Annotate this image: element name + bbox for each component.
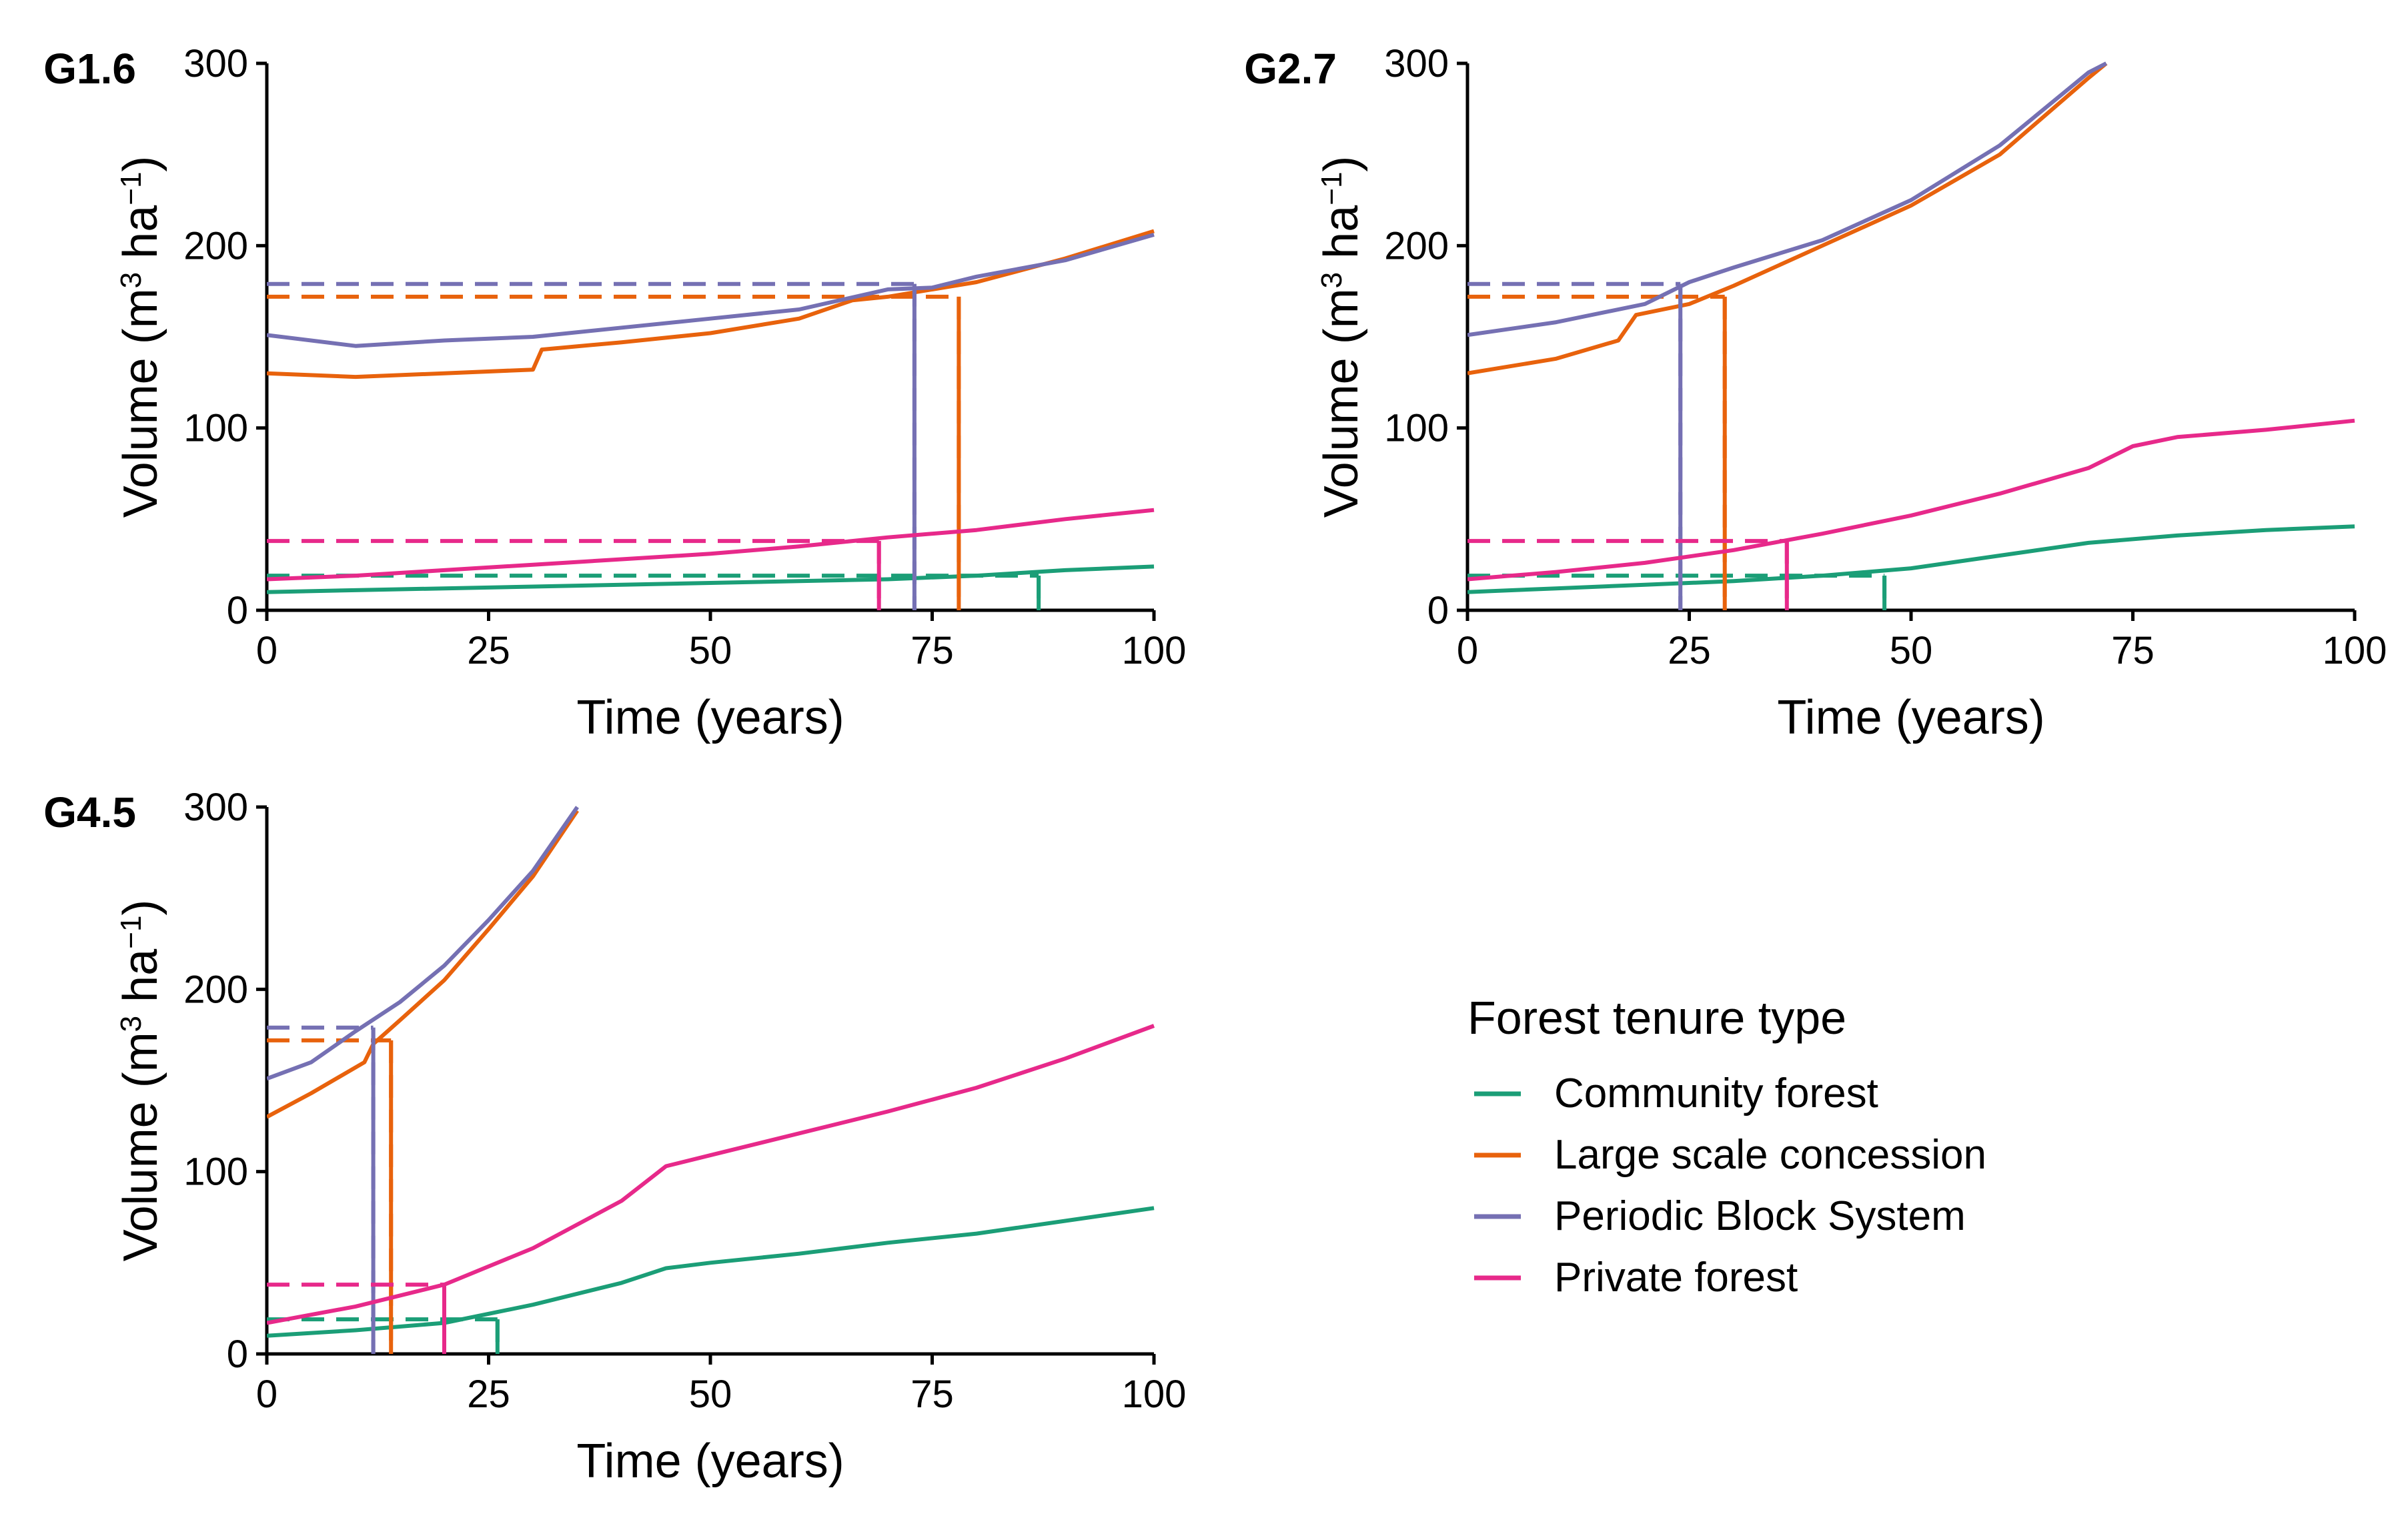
y-tick-label: 300 xyxy=(1384,42,1449,85)
x-axis-title: Time (years) xyxy=(1777,691,2044,744)
series-line-periodic-block-system xyxy=(1467,61,2107,337)
panel-label: G4.5 xyxy=(43,788,136,836)
series-line-periodic-block-system xyxy=(267,233,1155,348)
x-axis-title: Time (years) xyxy=(576,691,844,744)
panel-label: G2.7 xyxy=(1244,45,1337,93)
panel-g2-7: 0 100 200 300 0 25 50 75 100 Time (years) Volume (… xyxy=(1244,42,2387,744)
series-line-community-forest xyxy=(267,564,1155,594)
legend-item-large-scale-concession: Large scale concession xyxy=(1474,1132,1986,1178)
legend-label: Large scale concession xyxy=(1554,1132,1986,1178)
x-tick-label: 25 xyxy=(467,1373,510,1416)
x-tick-label: 50 xyxy=(1890,629,1933,672)
series-line-private-forest xyxy=(267,1024,1155,1325)
series-line-large-scale-concession xyxy=(1467,61,2108,375)
x-tick-label: 0 xyxy=(256,1373,277,1416)
legend-label: Private forest xyxy=(1554,1255,1798,1301)
y-axis-title: Volume (m3 ha−1) xyxy=(1315,156,1368,518)
x-tick-label: 100 xyxy=(2323,629,2387,672)
y-tick-label: 200 xyxy=(1384,224,1449,267)
panel-label: G1.6 xyxy=(43,45,136,93)
y-tick-label: 200 xyxy=(183,224,248,267)
panel-g1-6: 0 100 200 300 0 25 50 75 100 Time (years) Volume (… xyxy=(43,42,1186,744)
x-tick-label: 75 xyxy=(911,1373,954,1416)
y-tick-label: 0 xyxy=(227,1333,248,1376)
y-axis-title: Volume (m3 ha−1) xyxy=(114,156,167,518)
y-tick-label: 300 xyxy=(183,42,248,85)
x-tick-label: 0 xyxy=(1457,629,1478,672)
x-tick-label: 50 xyxy=(689,629,732,672)
legend-item-community-forest: Community forest xyxy=(1474,1070,1878,1116)
legend-item-private-forest: Private forest xyxy=(1474,1255,1798,1301)
y-tick-label: 100 xyxy=(183,407,248,450)
y-tick-label: 100 xyxy=(183,1151,248,1194)
x-tick-label: 50 xyxy=(689,1373,732,1416)
y-tick-label: 100 xyxy=(1384,407,1449,450)
series-line-periodic-block-system xyxy=(267,806,579,1081)
legend-item-periodic-block-system: Periodic Block System xyxy=(1474,1193,1966,1239)
y-tick-label: 200 xyxy=(183,968,248,1011)
legend-label: Periodic Block System xyxy=(1554,1193,1966,1239)
series-line-community-forest xyxy=(267,1206,1155,1338)
series-line-large-scale-concession xyxy=(267,229,1155,380)
x-axis-title: Time (years) xyxy=(576,1435,844,1488)
y-tick-label: 0 xyxy=(227,589,248,632)
x-tick-label: 25 xyxy=(1668,629,1711,672)
series-line-large-scale-concession xyxy=(267,809,579,1119)
x-tick-label: 25 xyxy=(467,629,510,672)
series-line-private-forest xyxy=(1467,418,2355,582)
y-axis-title: Volume (m3 ha−1) xyxy=(114,900,167,1262)
series-line-private-forest xyxy=(267,508,1155,582)
x-tick-label: 100 xyxy=(1122,629,1187,672)
x-tick-label: 75 xyxy=(2111,629,2155,672)
series-line-community-forest xyxy=(1467,524,2355,594)
y-tick-label: 300 xyxy=(183,786,248,829)
x-tick-label: 0 xyxy=(256,629,277,672)
x-tick-label: 75 xyxy=(911,629,954,672)
legend-label: Community forest xyxy=(1554,1070,1878,1116)
legend: Forest tenure type Community forest Large… xyxy=(1467,992,1986,1301)
legend-title: Forest tenure type xyxy=(1467,992,1846,1044)
panel-g4-5: 0 100 200 300 0 25 50 75 100 Time (years) Volume (… xyxy=(43,786,1186,1488)
y-tick-label: 0 xyxy=(1427,589,1449,632)
x-tick-label: 100 xyxy=(1122,1373,1187,1416)
